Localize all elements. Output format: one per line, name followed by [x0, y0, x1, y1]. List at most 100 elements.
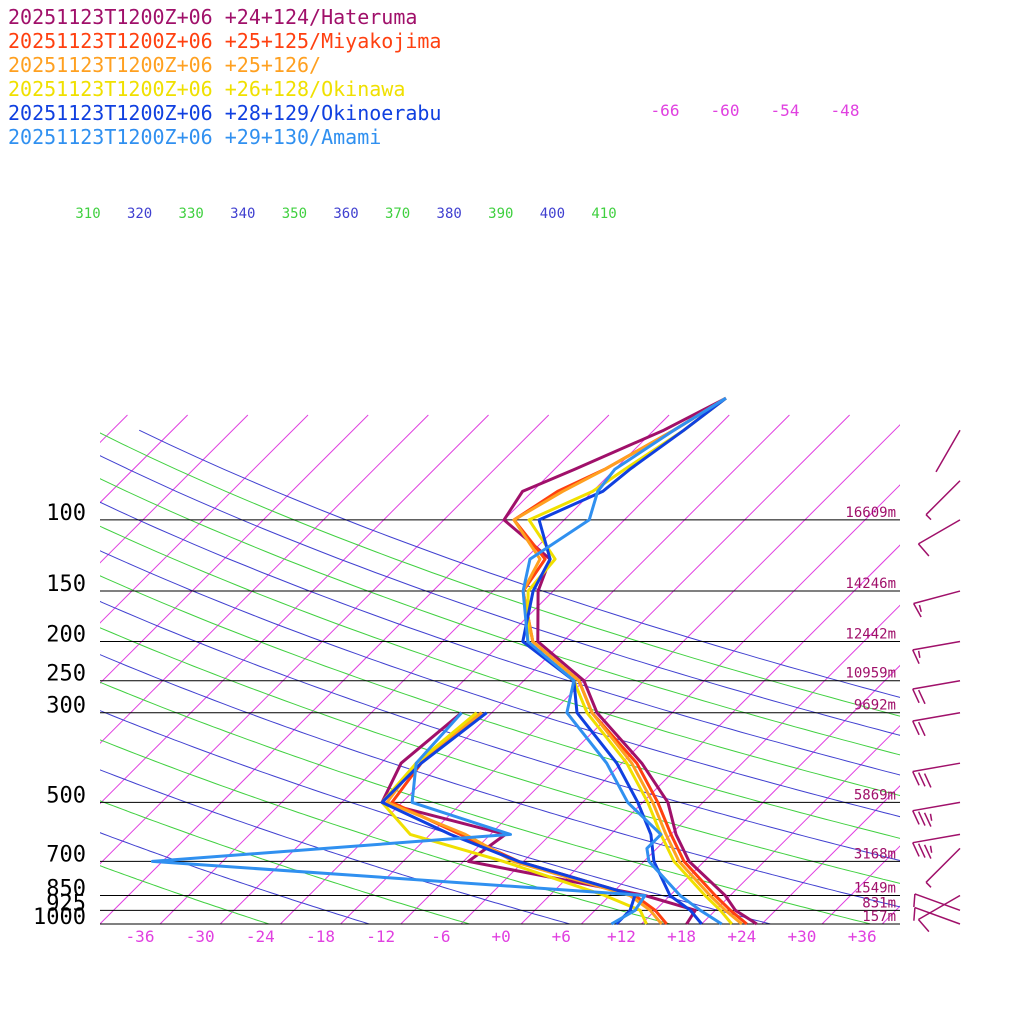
- theta-label: 390: [488, 206, 513, 222]
- wind-barb-shaft: [912, 833, 961, 844]
- wind-barb: [917, 519, 961, 557]
- height-label: 3168m: [854, 846, 896, 862]
- pressure-grid: [100, 519, 900, 925]
- isotherm-line: [580, 604, 900, 924]
- wind-barb-flag: [912, 649, 920, 664]
- wind-barb-shaft: [925, 480, 961, 516]
- wind-barb: [917, 894, 961, 933]
- wind-barb-shaft: [912, 762, 961, 773]
- dry-adiabat-line: [100, 800, 470, 924]
- isotherm-line: [100, 414, 550, 865]
- dry-adiabat-line: [100, 769, 570, 924]
- height-label: 1549m: [854, 880, 896, 896]
- legend-entry: 20251123T1200Z+06 +29+130/Amami: [8, 125, 381, 149]
- pressure-label: 300: [46, 694, 86, 719]
- wind-barb-flag: [917, 811, 926, 826]
- wind-barb: [912, 640, 961, 664]
- isotherm-line: [400, 424, 900, 924]
- isotherm-line: [100, 414, 309, 624]
- temperature-tick-label: -6: [431, 927, 450, 946]
- dry-adiabat-line: [138, 429, 900, 698]
- wind-barb-shaft: [925, 847, 961, 883]
- wind-barb-shaft: [913, 590, 961, 605]
- theta-label: 340: [230, 206, 255, 222]
- isotherm-line: [761, 785, 900, 924]
- wind-barb-flag: [917, 543, 930, 557]
- theta-label: 370: [385, 206, 410, 222]
- height-label: 16609m: [845, 505, 896, 521]
- dry-adiabat-line: [100, 600, 900, 862]
- height-label: 157m: [862, 909, 896, 925]
- wind-barb: [912, 679, 961, 705]
- legend-entry: 20251123T1200Z+06 +25+126/: [8, 53, 321, 77]
- dewpoint-line: [380, 711, 648, 925]
- wind-barb-flag: [912, 771, 920, 786]
- isotherm-line: [219, 414, 730, 924]
- dry-adiabat-line: [100, 432, 900, 717]
- pressure-label: 250: [46, 662, 86, 687]
- isotherm-label: -66: [651, 101, 680, 120]
- height-label: 12442m: [845, 627, 896, 643]
- dewpoint-line: [150, 711, 647, 926]
- wind-barb-half-flag: [929, 813, 933, 821]
- height-label: 9692m: [854, 698, 896, 714]
- isotherm-label: -60: [711, 101, 740, 120]
- pressure-label: 150: [46, 572, 86, 597]
- isotherm-line: [100, 414, 489, 805]
- isotherm-line: [460, 484, 900, 924]
- wind-barb-half-flag: [925, 514, 932, 521]
- dry-adiabat-line: [100, 550, 900, 818]
- isotherm-grid: [0, 414, 1024, 924]
- wind-barb-half-flag: [925, 881, 932, 888]
- wind-barb-flag: [912, 810, 920, 825]
- legend: 20251123T1200Z+06 +24+124/Hateruma 202511…: [8, 5, 441, 149]
- wind-barb-shaft: [912, 801, 961, 812]
- isotherm-line: [0, 415, 7, 924]
- wind-barb-shaft: [912, 640, 961, 651]
- wind-barb-flag: [923, 812, 932, 827]
- wind-barb-shaft: [912, 711, 961, 722]
- theta-label: 320: [127, 206, 152, 222]
- wind-barb: [912, 711, 961, 737]
- wind-barb-flag: [913, 893, 916, 908]
- temperature-tick-label: +30: [788, 927, 817, 946]
- wind-barb-shaft: [914, 893, 961, 912]
- dry-adiabat-line: [100, 455, 900, 736]
- theta-label: 330: [179, 206, 204, 222]
- temperature-tick-label: -36: [126, 927, 155, 946]
- height-label: 10959m: [845, 666, 896, 682]
- temperature-tick-label: +18: [667, 927, 696, 946]
- wind-barb-flag: [923, 844, 932, 859]
- temperature-tick-label: +0: [491, 927, 510, 946]
- temperature-tick-label: +6: [552, 927, 571, 946]
- temperature-tick-label: +12: [607, 927, 636, 946]
- height-label: 5869m: [854, 787, 896, 803]
- sounding-series: [150, 396, 758, 926]
- height-label: 831m: [862, 895, 896, 911]
- isotherm-line: [942, 415, 1024, 924]
- wind-barb-flag: [912, 842, 920, 857]
- pressure-label: 200: [46, 623, 86, 648]
- wind-barb: [912, 590, 961, 618]
- isotherm-line: [100, 414, 369, 684]
- theta-label: 380: [437, 206, 462, 222]
- height-label: 14246m: [845, 576, 896, 592]
- dry-adiabat-line: [100, 525, 900, 797]
- temperature-tick-label: -18: [306, 927, 335, 946]
- legend-entry: 20251123T1200Z+06 +24+124/Hateruma: [8, 5, 417, 29]
- isotherm-line: [100, 414, 429, 745]
- dry-adiabat-line: [100, 832, 370, 924]
- pressure-label: 100: [46, 501, 86, 526]
- legend-entry: 20251123T1200Z+06 +26+128/Okinawa: [8, 77, 405, 101]
- wind-barb-flag: [917, 689, 926, 705]
- wind-barb-half-flag: [929, 845, 933, 853]
- isotherm-line: [701, 724, 900, 924]
- theta-label: 360: [333, 206, 358, 222]
- wind-barb: [913, 893, 961, 912]
- isotherm-line: [520, 544, 900, 924]
- pressure-label: 700: [46, 842, 86, 867]
- wind-barb-shaft: [918, 519, 961, 545]
- wind-barb-flag: [917, 772, 926, 787]
